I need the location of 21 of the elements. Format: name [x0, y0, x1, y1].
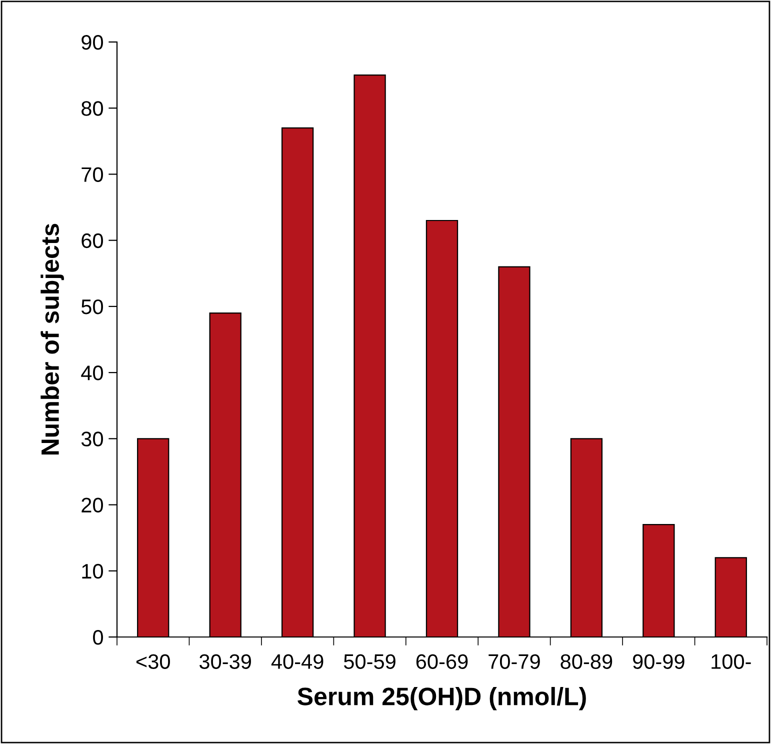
x-tick-label: 100-: [712, 654, 751, 669]
y-tick-label: 70: [82, 167, 103, 182]
y-tick-label: 30: [81, 432, 103, 446]
y-tick-label: 0: [93, 630, 103, 645]
x-tick-label: 60-69: [416, 654, 468, 669]
x-tick-label: <30: [136, 654, 170, 669]
x-tick-label: 50-59: [344, 654, 396, 669]
y-tick-label: 10: [82, 564, 103, 579]
y-tick-label: 80: [82, 101, 103, 116]
y-tick-label: 20: [82, 498, 103, 513]
y-tick-label: 90: [82, 35, 103, 50]
y-tick-label: 60: [82, 233, 103, 248]
x-tick-label: 90-99: [633, 654, 684, 669]
x-tick-label: 40-49: [271, 654, 324, 669]
y-tick-label: 50: [81, 299, 103, 314]
x-tick-label: 70-79: [488, 654, 540, 669]
y-axis-title: Number of subjects: [40, 224, 64, 455]
y-tick-label: 40: [81, 366, 103, 380]
x-tick-label: 80-89: [560, 654, 612, 669]
x-tick-label: 30-39: [199, 654, 251, 669]
x-axis-title: Serum 25(OH)D (nmol/L): [298, 686, 586, 710]
